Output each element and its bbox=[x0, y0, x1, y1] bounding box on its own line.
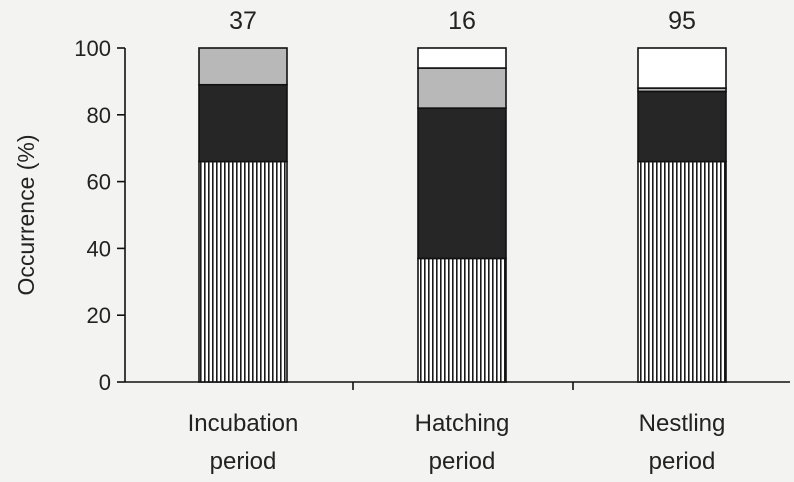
bar-segment bbox=[637, 47, 727, 89]
y-tick-label: 80 bbox=[87, 103, 111, 128]
bar-segment bbox=[417, 47, 507, 69]
bar-segment bbox=[417, 107, 507, 260]
y-axis-title: Occurrence (%) bbox=[13, 134, 39, 295]
y-tick-label: 40 bbox=[87, 236, 111, 261]
y-tick-label: 20 bbox=[87, 303, 111, 328]
y-tick-label: 60 bbox=[87, 170, 111, 195]
bar-segment bbox=[417, 257, 507, 383]
labels: 37 16 95 Incubation period Hatching period Nest… bbox=[188, 7, 726, 475]
y-tick-label: 0 bbox=[99, 370, 111, 395]
bar-segment bbox=[637, 90, 727, 163]
bar-segment bbox=[198, 160, 288, 383]
bar-segment bbox=[198, 83, 288, 163]
sample-size-label: 37 bbox=[229, 7, 257, 35]
x-category-label: period bbox=[429, 448, 496, 475]
x-category-label: period bbox=[210, 448, 277, 475]
bar-segment bbox=[198, 47, 288, 86]
x-category-label: Nestling bbox=[639, 410, 726, 437]
x-category-label: Incubation bbox=[188, 410, 299, 437]
bar-segment bbox=[417, 67, 507, 109]
bars bbox=[198, 47, 727, 383]
sample-size-label: 95 bbox=[668, 7, 696, 35]
x-category-label: period bbox=[649, 448, 716, 475]
y-tick-label: 100 bbox=[74, 36, 111, 61]
x-category-label: Hatching bbox=[415, 410, 510, 437]
bar-segment bbox=[637, 160, 727, 383]
sample-size-label: 16 bbox=[448, 7, 476, 35]
